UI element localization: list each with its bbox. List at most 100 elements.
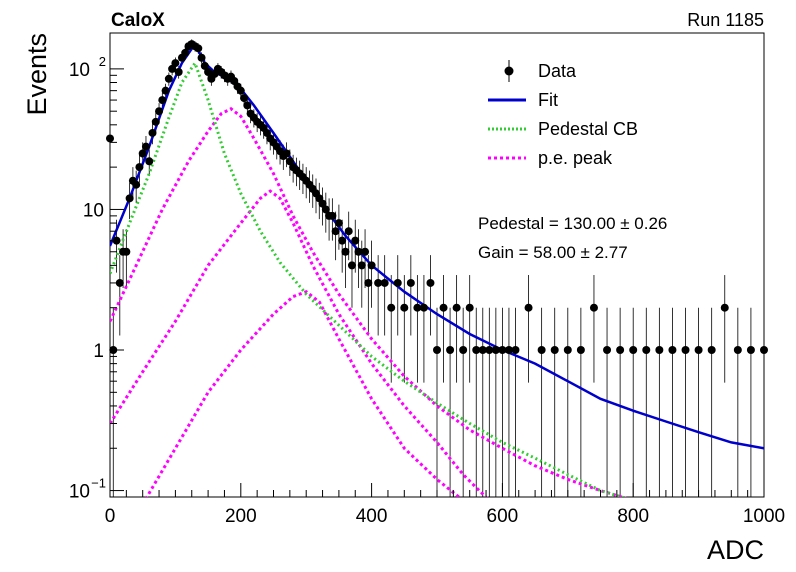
data-point [155,107,164,116]
data-point [478,346,487,355]
data-point [338,236,347,245]
legend-fit-label: Fit [538,90,558,110]
y-axis-title: Events [22,33,52,116]
data-point [122,247,131,256]
data-point [181,48,190,57]
data-point [236,86,245,95]
data-point [197,53,206,62]
data-point [194,44,203,53]
data-point [328,211,337,220]
data-point [135,163,144,172]
data-point [115,278,124,287]
pe-peak-curve-2 [110,189,488,497]
data-point [413,303,422,312]
data-markers [106,40,768,355]
data-point [576,346,585,355]
x-tick-label: 0 [105,506,116,527]
data-point [138,149,147,158]
data-point [668,346,677,355]
y-tick-label: 10 [83,200,104,221]
data-point [485,346,494,355]
data-point [733,346,742,355]
data-point [720,303,729,312]
data-point [351,236,360,245]
legend-pedestal-label: Pedestal CB [538,119,638,139]
data-point [354,247,363,256]
data-point [285,157,294,166]
data-point [433,346,441,355]
data-point [616,346,625,355]
data-point [655,346,664,355]
data-point [331,227,340,236]
data-point [125,194,134,203]
data-point [603,346,612,355]
data-point [400,303,409,312]
data-point [524,303,533,312]
data-point [511,346,520,355]
data-point [344,227,353,236]
data-point [321,205,330,214]
pedestal-cb-curve [110,59,627,497]
pe-peak-curve-1 [110,107,627,497]
legend-pe-label: p.e. peak [538,148,613,168]
data-point [367,261,376,270]
data-point [681,346,690,355]
data-point [387,303,396,312]
y-tick-exponent: −1 [91,476,106,491]
data-point [465,303,474,312]
data-point [158,96,167,105]
x-tick-label: 800 [617,506,649,527]
data-point [357,261,366,270]
header-left-label: CaloX [111,10,165,31]
data-point [472,346,481,355]
x-tick-label: 400 [356,506,388,527]
x-tick-label: 600 [487,506,519,527]
data-point [452,303,461,312]
data-point [171,59,180,68]
data-point [380,278,389,287]
data-point [746,346,755,355]
x-tick-label: 1000 [743,506,785,527]
data-point [361,247,370,256]
data-point [318,199,327,208]
data-point [406,278,415,287]
data-point [459,346,468,355]
data-point [498,346,507,355]
data-point [364,278,373,287]
x-axis: 0 200 400 600 800 1000 [105,483,785,527]
data-point [151,117,160,126]
data-point [243,101,252,110]
data-point [240,94,249,103]
data-point [504,346,513,355]
y-tick-label: 10 [69,60,90,81]
y-tick-label: 1 [93,341,104,362]
data-point [439,303,448,312]
fit-curves [110,41,764,497]
data-point [347,261,356,270]
data-point [168,64,177,73]
y-tick-label: 10 [69,482,90,503]
data-point [642,346,651,355]
data-point [341,247,350,256]
data-point [106,134,114,143]
data-point [707,346,716,355]
data-point [629,346,638,355]
data-point [204,68,213,77]
data-point [145,157,154,166]
annotation-pedestal: Pedestal = 130.00 ± 0.26 [478,214,667,233]
data-point [164,74,173,83]
data-point [550,346,559,355]
data-point [563,346,572,355]
data-point [537,346,546,355]
data-point [132,180,141,189]
data-point [282,149,291,158]
annotation-gain: Gain = 58.00 ± 2.77 [478,243,628,262]
data-point [148,128,157,137]
data-point [374,278,383,287]
data-point [419,303,428,312]
data-point [760,346,768,355]
data-point [161,86,170,95]
data-point [426,278,435,287]
